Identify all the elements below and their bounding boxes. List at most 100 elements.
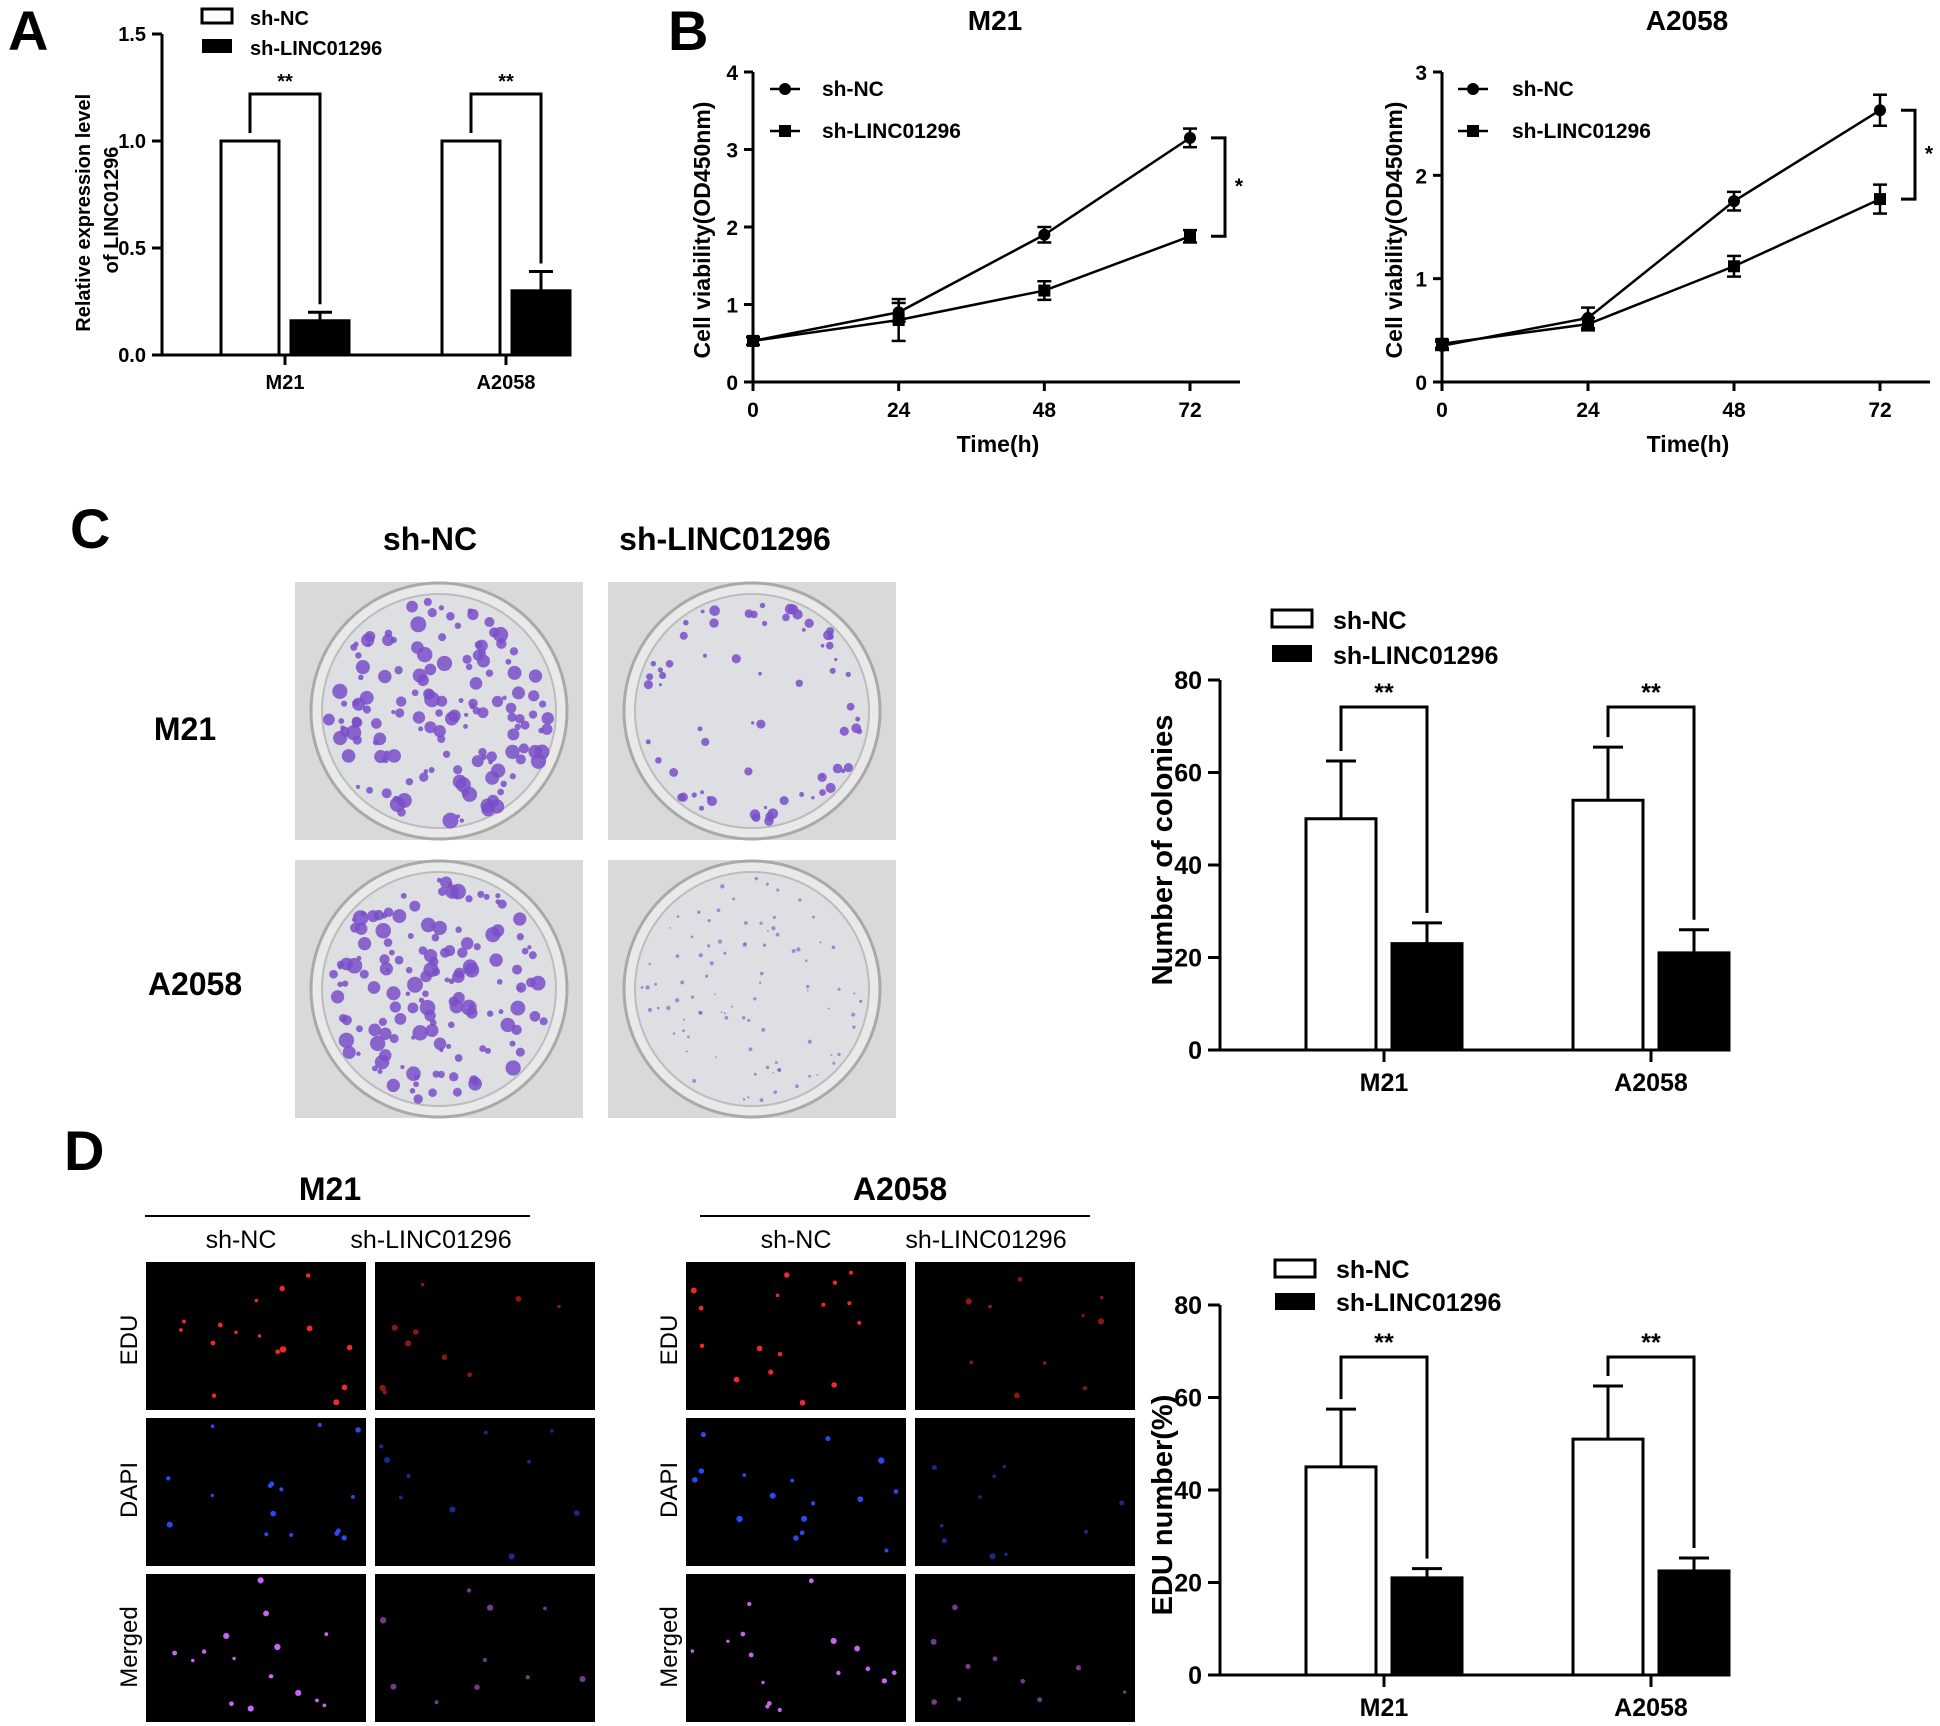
colony-dot (466, 1007, 478, 1019)
colony-dot (427, 608, 437, 618)
colony-dot (795, 1084, 799, 1089)
colony-dot (772, 1071, 775, 1074)
fluorescent-nucleus (977, 1495, 982, 1499)
panel-a-y-axis-label-line1: Relative expression level (73, 94, 95, 332)
panel-d-x-tick-label: M21 (1360, 1694, 1409, 1722)
colony-dot (787, 604, 799, 615)
colony-dot (827, 1007, 830, 1010)
colony-dot (750, 610, 758, 619)
colony-dot (700, 790, 705, 795)
panel-d-significance-mark: ** (1374, 1329, 1394, 1357)
colony-dot (839, 726, 849, 736)
colony-dot (454, 1054, 463, 1062)
colony-dot (385, 967, 390, 973)
panel-a-y-tick-label: 0.5 (118, 238, 146, 260)
fluorescent-nucleus (742, 1473, 747, 1478)
panel-b-a2058-y-tick-label: 0 (1415, 372, 1427, 395)
fluorescent-nucleus (279, 1487, 284, 1492)
fluorescent-nucleus (274, 1643, 281, 1651)
colony-dot (340, 700, 348, 707)
colony-dot (387, 749, 402, 763)
colony-dot (731, 1005, 734, 1008)
fluorescent-nucleus (482, 1657, 487, 1663)
colony-dot (371, 718, 382, 729)
colony-dot (383, 907, 394, 918)
colony-dot (742, 1098, 746, 1101)
fluorescent-nucleus (784, 1272, 790, 1278)
colony-dot (433, 725, 446, 738)
fluorescent-nucleus (831, 1382, 837, 1388)
colony-dot (442, 750, 451, 758)
colony-dot (698, 805, 705, 811)
colony-dot (748, 1047, 753, 1052)
colony-dot (526, 977, 536, 988)
fluorescent-nucleus (379, 1444, 384, 1449)
colony-dot (741, 1016, 746, 1020)
fluorescent-nucleus (698, 1468, 705, 1474)
colony-dot (759, 971, 764, 976)
colony-dot (485, 669, 494, 677)
colony-dot (444, 711, 459, 726)
colony-dot (779, 796, 789, 806)
fluorescent-nucleus (474, 1684, 480, 1690)
fluorescent-nucleus (777, 1351, 783, 1357)
colony-dot (507, 712, 517, 722)
fluorescent-nucleus (434, 1700, 439, 1705)
colony-dot (758, 671, 762, 676)
fluorescence-image (146, 1262, 366, 1410)
colony-dot (472, 706, 481, 715)
colony-dot (648, 962, 651, 966)
legend-marker-sh-nc (779, 83, 791, 95)
colony-dot (479, 1045, 487, 1053)
colony-dot (690, 995, 695, 999)
colony-dot (386, 986, 401, 1001)
panel-label-d: D (64, 1119, 104, 1182)
colony-dot (852, 1025, 856, 1029)
colony-dot (359, 969, 369, 979)
colony-dot (505, 744, 520, 759)
fluorescent-nucleus (166, 1521, 173, 1528)
panel-b-m21-point-sh-nc (1184, 131, 1196, 144)
legend-swatch-sh-nc (200, 7, 234, 25)
colony-dot (771, 926, 776, 931)
fluorescent-nucleus (217, 1322, 223, 1328)
colony-dot (516, 933, 524, 941)
panel-b-a2058-significance-mark: * (1925, 143, 1934, 166)
panel-a-significance-bracket (469, 92, 543, 264)
fluorescent-nucleus (836, 1670, 841, 1676)
colony-dot (394, 1013, 407, 1025)
colony-dot (400, 892, 407, 899)
panel-b-m21-series-line-sh-nc (752, 136, 1191, 343)
fluorescent-nucleus (854, 1645, 860, 1652)
fluorescent-nucleus (382, 1390, 388, 1395)
colony-dot (665, 659, 674, 668)
colony-dot (410, 616, 427, 633)
colony-dot (371, 1065, 378, 1072)
colony-dot (341, 980, 349, 987)
legend-marker-sh-nc (1467, 83, 1479, 95)
fluorescent-nucleus (700, 1431, 706, 1438)
fluorescent-nucleus (399, 1495, 403, 1500)
fluorescent-nucleus (232, 1656, 236, 1661)
colony-dot (392, 909, 407, 924)
panel-b-m21-y-tick-label: 1 (726, 295, 738, 318)
colony-dot (697, 726, 703, 732)
colony-dot (446, 1043, 452, 1049)
fluorescence-image (915, 1574, 1135, 1722)
colony-dot (808, 1074, 811, 1078)
colony-dot (743, 921, 748, 925)
fluorescent-nucleus (275, 1349, 281, 1355)
panel-c-y-tick-label: 0 (1188, 1037, 1202, 1065)
panel-a-x-tick-label: M21 (266, 372, 305, 394)
colony-dot (528, 951, 537, 960)
colony-dot (509, 1040, 516, 1047)
colony-dot (484, 617, 495, 628)
fluorescent-nucleus (341, 1384, 348, 1391)
fluorescent-nucleus (172, 1650, 178, 1656)
panel-b-m21-y-tick-label: 3 (726, 140, 738, 163)
panel-c-x-tick-label: M21 (1360, 1069, 1409, 1097)
fluorescent-nucleus (1042, 1361, 1047, 1365)
colony-dot (697, 910, 701, 914)
colony-dot (444, 977, 450, 983)
